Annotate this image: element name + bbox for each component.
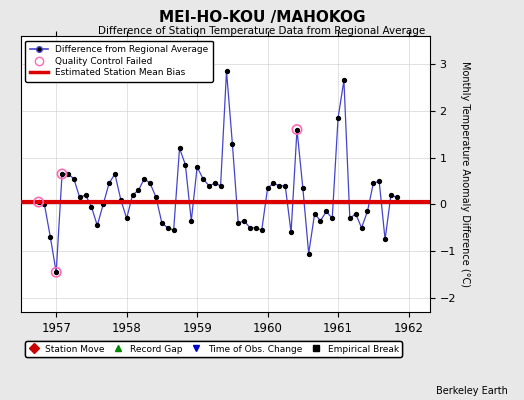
Point	[75, 194, 84, 200]
Text: Difference of Station Temperature Data from Regional Average: Difference of Station Temperature Data f…	[99, 26, 425, 36]
Point	[105, 180, 113, 186]
Point	[193, 164, 201, 170]
Point	[222, 68, 231, 74]
Point	[322, 208, 331, 215]
Point	[375, 178, 384, 184]
Point	[340, 77, 348, 84]
Point	[234, 220, 243, 226]
Text: MEI-HO-KOU /MAHOKOG: MEI-HO-KOU /MAHOKOG	[159, 10, 365, 25]
Point	[93, 222, 102, 229]
Point	[252, 224, 260, 231]
Point	[128, 192, 137, 198]
Point	[264, 185, 272, 191]
Point	[35, 199, 43, 205]
Point	[176, 145, 184, 152]
Point	[216, 182, 225, 189]
Point	[52, 269, 60, 276]
Point	[246, 224, 254, 231]
Point	[70, 176, 78, 182]
Point	[134, 187, 143, 194]
Point	[281, 182, 289, 189]
Point	[211, 180, 219, 186]
Point	[334, 115, 342, 121]
Point	[293, 126, 301, 133]
Point	[181, 162, 190, 168]
Point	[287, 229, 295, 236]
Point	[293, 126, 301, 133]
Y-axis label: Monthly Temperature Anomaly Difference (°C): Monthly Temperature Anomaly Difference (…	[460, 61, 470, 287]
Point	[40, 201, 49, 208]
Point	[111, 171, 119, 177]
Point	[99, 201, 107, 208]
Point	[310, 210, 319, 217]
Point	[228, 140, 236, 147]
Point	[123, 215, 131, 222]
Point	[163, 224, 172, 231]
Point	[169, 227, 178, 233]
Point	[58, 171, 66, 177]
Point	[46, 234, 54, 240]
Point	[205, 182, 213, 189]
Point	[328, 215, 336, 222]
Point	[346, 215, 354, 222]
Point	[304, 250, 313, 257]
Point	[299, 185, 307, 191]
Point	[152, 194, 160, 200]
Point	[81, 192, 90, 198]
Point	[187, 218, 195, 224]
Point	[58, 171, 66, 177]
Point	[369, 180, 377, 186]
Point	[258, 227, 266, 233]
Point	[357, 224, 366, 231]
Point	[381, 236, 389, 243]
Point	[140, 176, 148, 182]
Point	[240, 218, 248, 224]
Point	[87, 204, 95, 210]
Point	[35, 199, 43, 205]
Point	[199, 176, 207, 182]
Legend: Station Move, Record Gap, Time of Obs. Change, Empirical Break: Station Move, Record Gap, Time of Obs. C…	[26, 341, 402, 357]
Point	[392, 194, 401, 200]
Point	[269, 180, 278, 186]
Point	[387, 192, 395, 198]
Point	[158, 220, 166, 226]
Point	[316, 218, 325, 224]
Point	[146, 180, 155, 186]
Point	[52, 269, 60, 276]
Point	[117, 196, 125, 203]
Point	[275, 182, 283, 189]
Text: Berkeley Earth: Berkeley Earth	[436, 386, 508, 396]
Point	[363, 208, 372, 215]
Point	[352, 210, 360, 217]
Point	[64, 171, 72, 177]
